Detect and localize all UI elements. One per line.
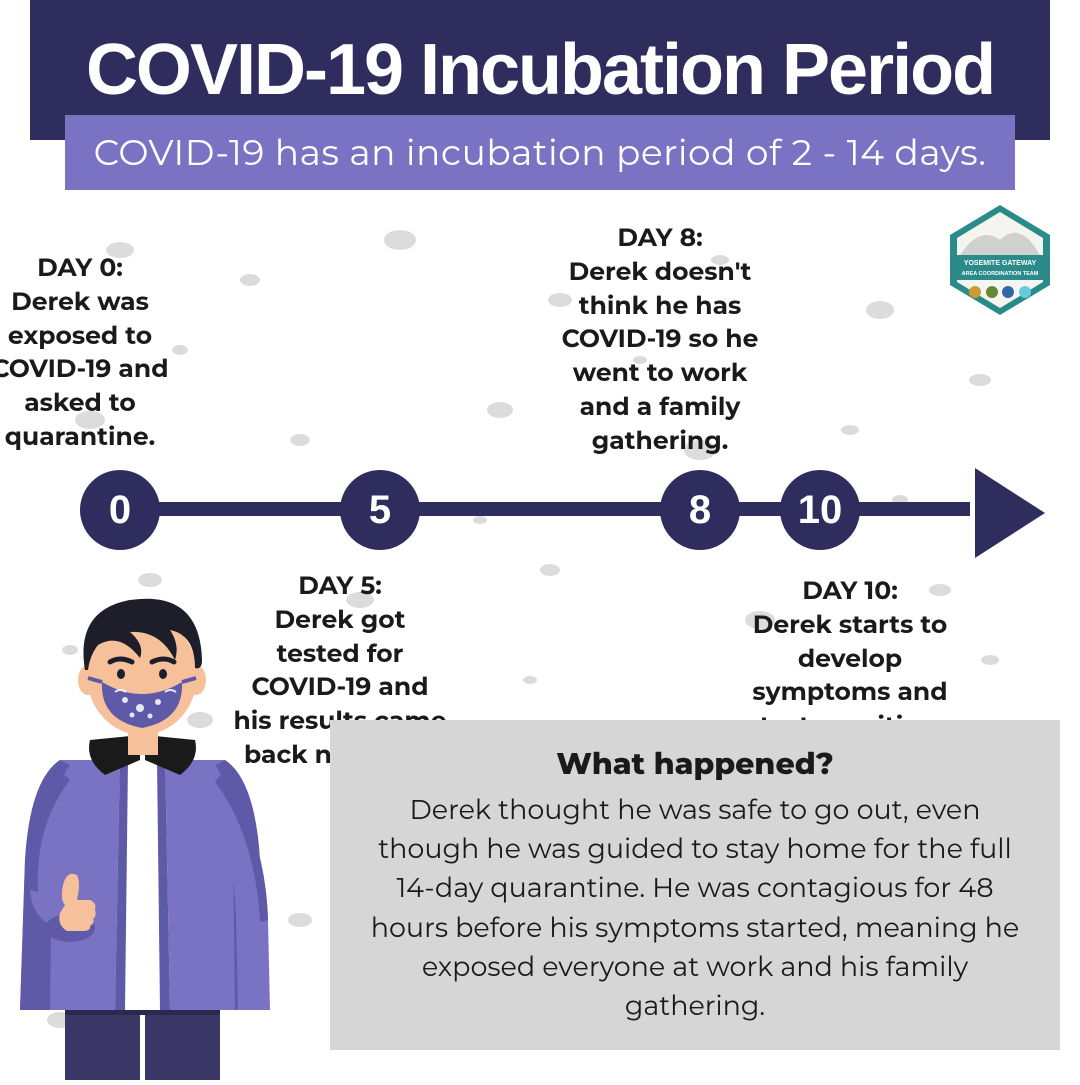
page-subtitle: COVID-19 has an incubation period of 2 -… <box>94 131 987 175</box>
day-label: DAY 10: <box>740 575 960 609</box>
day-desc: Derek doesn't think he has COVID-19 so h… <box>550 256 770 459</box>
timeline-node-10: 10 <box>780 470 860 550</box>
timeline-node-0: 0 <box>80 470 160 550</box>
header-subtitle-bar: COVID-19 has an incubation period of 2 -… <box>65 115 1015 190</box>
person-illustration <box>0 560 330 1080</box>
timeline-arrow-icon <box>975 468 1045 558</box>
node-value: 0 <box>109 488 131 533</box>
badge-line2: AREA COORDINATION TEAM <box>962 271 1039 277</box>
node-value: 8 <box>689 488 711 533</box>
coordination-team-badge: YOSEMITE GATEWAY AREA COORDINATION TEAM <box>940 200 1060 320</box>
page-title: COVID-19 Incubation Period <box>86 29 994 111</box>
explanation-body: Derek thought he was safe to go out, eve… <box>360 790 1030 1025</box>
day-0-text: DAY 0: Derek was exposed to COVID-19 and… <box>0 252 190 455</box>
badge-line1: YOSEMITE GATEWAY <box>964 260 1037 267</box>
day-label: DAY 0: <box>0 252 190 286</box>
node-value: 5 <box>369 488 391 533</box>
day-desc: Derek was exposed to COVID-19 and asked … <box>0 286 190 455</box>
timeline: 0 5 8 10 <box>60 460 1030 560</box>
day-8-text: DAY 8: Derek doesn't think he has COVID-… <box>550 222 770 458</box>
explanation-title: What happened? <box>360 745 1030 782</box>
timeline-node-5: 5 <box>340 470 420 550</box>
timeline-node-8: 8 <box>660 470 740 550</box>
node-value: 10 <box>798 488 843 533</box>
day-10-text: DAY 10: Derek starts to develop symptoms… <box>740 575 960 744</box>
day-label: DAY 8: <box>550 222 770 256</box>
explanation-box: What happened? Derek thought he was safe… <box>330 720 1060 1050</box>
